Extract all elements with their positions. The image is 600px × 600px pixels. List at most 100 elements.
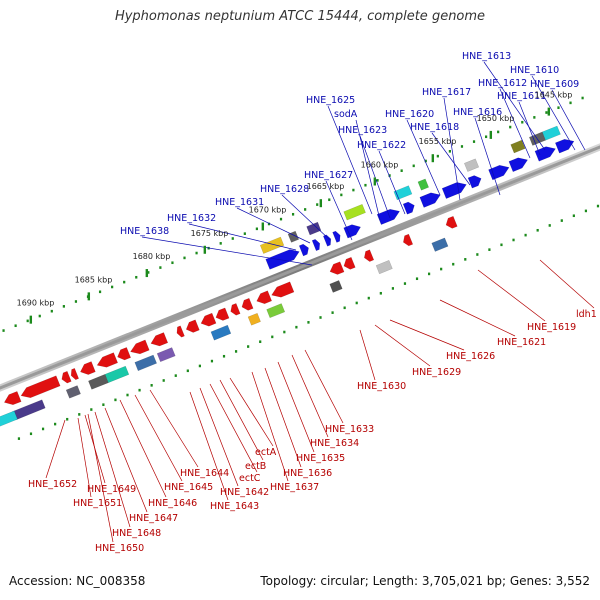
scale-dot — [340, 193, 343, 197]
gene-arrow — [298, 243, 309, 257]
gene-arrow — [467, 175, 482, 189]
scale-dot — [464, 258, 467, 261]
gene-label-reverse: HNE_1650 — [95, 543, 144, 554]
scale-dot — [247, 345, 250, 348]
scale-dot — [283, 330, 286, 334]
label-leader — [229, 377, 274, 447]
scale-dot — [400, 169, 403, 172]
label-leader — [277, 361, 315, 453]
gene-arrow — [343, 204, 366, 221]
gene-arrow — [403, 233, 414, 247]
accession-text: Accession: NC_008358 — [9, 574, 146, 588]
gene-arrow — [134, 354, 157, 372]
gene-label-reverse: HNE_1634 — [310, 438, 359, 449]
scale-dot — [162, 379, 165, 382]
scale-dot — [364, 183, 367, 187]
scale-dot — [231, 237, 234, 240]
scale-dot — [512, 238, 515, 242]
label-leader — [477, 269, 546, 322]
scale-dot — [78, 413, 81, 416]
scale-dot — [267, 222, 271, 226]
gene-arrow — [230, 303, 241, 316]
label-leader — [281, 194, 331, 241]
gene-label-reverse: HNE_1635 — [296, 453, 345, 464]
map-title: Hyphomonas neptunium ATCC 15444, complet… — [114, 9, 486, 24]
scale-major-tick — [373, 177, 377, 186]
label-leader — [251, 371, 289, 482]
label-leader — [134, 394, 183, 482]
gene-arrow — [215, 307, 230, 321]
scale-dot — [147, 271, 150, 274]
scale-dot — [26, 319, 29, 323]
gene-arrow — [364, 249, 375, 262]
scale-major-tick — [203, 245, 207, 254]
gene-arrow — [150, 332, 169, 347]
scale-dot — [234, 350, 238, 353]
scale-dot — [126, 393, 129, 397]
scale-dot — [210, 359, 214, 363]
gene-arrow — [88, 374, 109, 390]
gene-label-reverse: ectA — [255, 447, 277, 458]
scale-dot — [572, 214, 575, 218]
scale-dot — [560, 219, 563, 222]
gene-label-reverse: HNE_1629 — [412, 367, 461, 378]
gene-label-forward: HNE_1613 — [462, 51, 511, 62]
scale-label: 1685 kbp — [75, 275, 113, 284]
gene-arrow — [311, 239, 321, 251]
gene-arrow — [343, 256, 356, 270]
gene-label-reverse: HNE_1652 — [28, 479, 77, 490]
label-leader — [389, 319, 465, 351]
scale-dot — [424, 159, 427, 163]
gene-arrow — [375, 260, 393, 275]
gene-arrow — [402, 201, 415, 215]
gene-arrow — [241, 297, 254, 311]
scale-label: 1660 kbp — [361, 160, 399, 169]
gene-arrow — [96, 352, 118, 368]
gene-label-forward: HNE_1620 — [385, 109, 434, 120]
gene-arrow — [393, 185, 413, 201]
gene-arrow — [445, 215, 458, 229]
gene-arrow — [510, 139, 526, 154]
label-leader — [539, 259, 595, 309]
gene-label-forward: HNE_1631 — [215, 197, 264, 208]
gene-label-forward: HNE_1612 — [478, 78, 527, 89]
gene-arrow — [323, 234, 332, 247]
backbone-core — [0, 145, 600, 390]
label-leader — [104, 407, 148, 513]
scale-dot — [243, 232, 246, 235]
gene-arrow — [431, 237, 449, 252]
gene-label-reverse: HNE_1648 — [112, 528, 161, 539]
gene-arrow — [271, 281, 295, 298]
gene-arrow — [441, 182, 467, 199]
label-leader — [209, 383, 258, 473]
scale-major-tick — [431, 154, 435, 163]
gene-arrow — [3, 391, 22, 406]
scale-dot — [596, 204, 600, 208]
scale-dot — [138, 388, 141, 392]
gene-arrow — [332, 230, 341, 243]
scale-dot — [352, 188, 355, 192]
label-leader — [119, 399, 167, 498]
scale-ticks: 1645 kbp 1650 kbp 1655 kbp 1660 kbp 1665 kbp… — [17, 91, 572, 324]
gene-label-reverse: HNE_1651 — [73, 498, 122, 509]
scale-dot — [472, 140, 476, 143]
scale-dot — [452, 262, 455, 266]
label-leader — [359, 329, 376, 381]
scale-dot — [376, 179, 379, 182]
scale-dot — [427, 272, 431, 276]
scale-dot — [548, 224, 551, 227]
gene-arrow — [117, 347, 131, 361]
scale-major-tick — [261, 222, 265, 231]
scale-dot — [54, 422, 57, 426]
scale-dot — [488, 248, 491, 251]
label-leader — [325, 180, 353, 241]
gene-arrow — [20, 375, 61, 399]
scale-dot — [388, 174, 391, 177]
scale-dot — [38, 314, 41, 318]
gene-label-forward: HNE_1632 — [167, 213, 216, 224]
scale-dot — [150, 384, 153, 387]
scale-label: 1680 kbp — [133, 252, 171, 261]
gene-label-reverse: HNE_1647 — [129, 513, 178, 524]
